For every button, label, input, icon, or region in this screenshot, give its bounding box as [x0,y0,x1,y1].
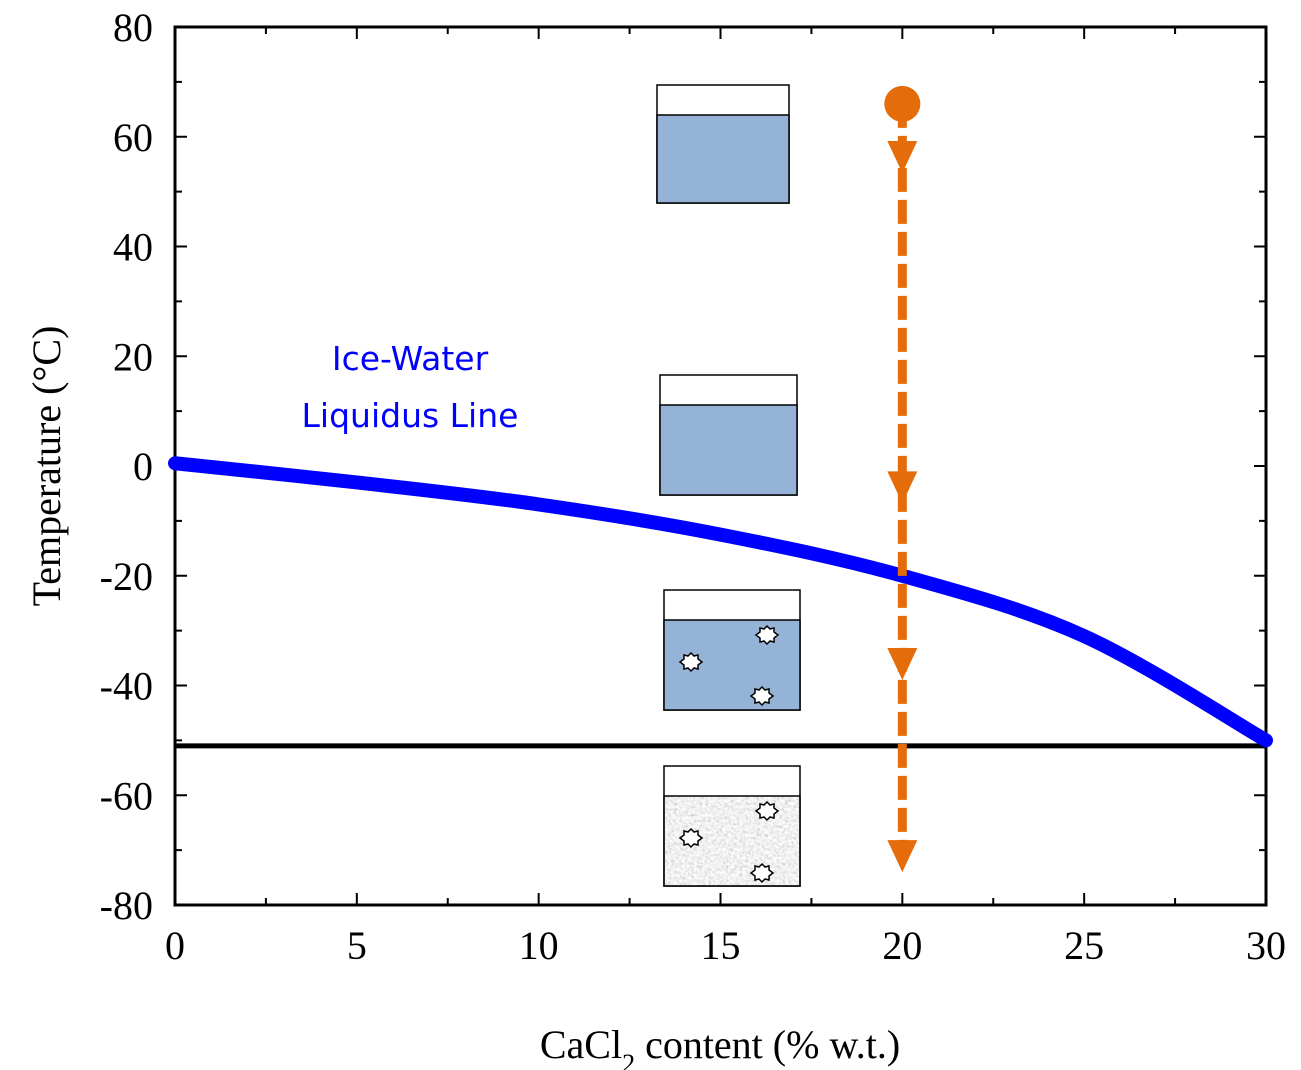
y-tick-label: 0 [133,444,153,489]
x-tick-label: 25 [1064,923,1104,968]
cooling-start [884,85,921,122]
x-tick-label: 0 [165,923,185,968]
x-tick-label: 5 [347,923,367,968]
y-tick-label: 80 [113,5,153,50]
x-axis-label: CaCl2 content (% w.t.) [540,1022,900,1070]
x-label-text: CaCl [540,1022,622,1067]
y-tick-label: -40 [100,664,153,709]
x-label-rest: content (% w.t.) [635,1022,900,1067]
arrowhead [887,471,918,504]
beakers [656,84,801,887]
y-tick-label: 40 [113,225,153,270]
x-tick-label: 10 [519,923,559,968]
x-label-sub: 2 [622,1049,635,1070]
liquidus-line [168,456,1273,748]
y-tick-label: -20 [100,554,153,599]
y-tick-label: -80 [100,883,153,928]
beaker-liquid-hot [656,84,790,204]
annotation: Ice-Water [332,339,489,378]
y-tick-label: 20 [113,334,153,379]
arrowhead [887,840,918,873]
beaker-ice-crystals [663,589,801,711]
arrowhead [887,140,918,173]
annotation: Liquidus Line [302,396,519,435]
beaker-liquid-cool [659,374,798,496]
x-tick-label: 20 [882,923,922,968]
arrowhead [887,648,918,681]
y-tick-label: -60 [100,773,153,818]
x-tick-label: 30 [1246,923,1286,968]
beaker-solid [663,765,801,887]
x-tick-label: 15 [701,923,741,968]
y-axis-label: Temperature (°C) [24,326,69,607]
y-tick-label: 60 [113,115,153,160]
